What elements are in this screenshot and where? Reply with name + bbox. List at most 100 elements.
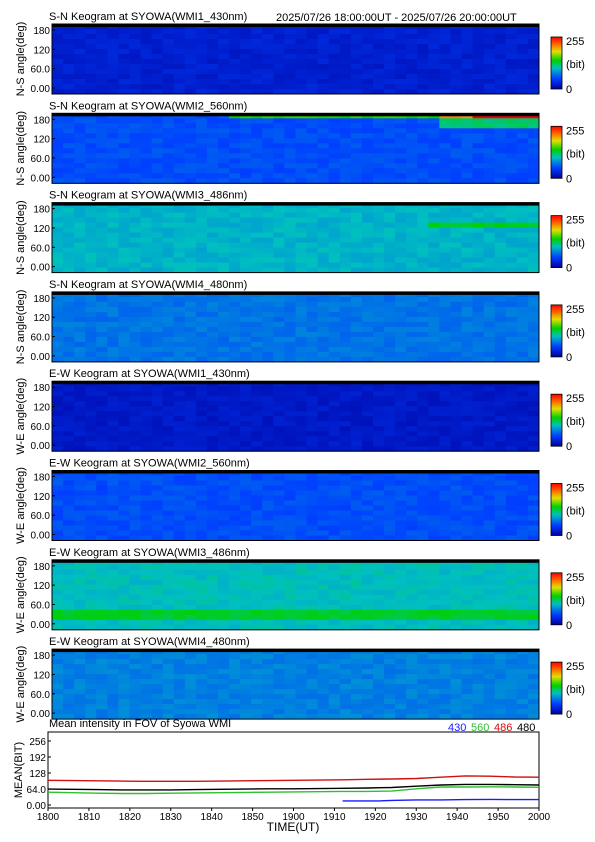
keogram-cell: [184, 346, 197, 353]
keogram-cell: [384, 341, 396, 348]
keogram-cell: [384, 39, 396, 45]
keogram-cell: [96, 679, 108, 685]
keogram-cell: [361, 138, 374, 144]
keogram-cell: [527, 296, 540, 303]
keogram-cell: [505, 500, 518, 506]
keogram-cell: [74, 689, 86, 695]
keogram-cell: [195, 252, 208, 258]
keogram-cell: [350, 599, 363, 606]
keogram-cell: [85, 391, 97, 397]
keogram-cell: [450, 599, 462, 606]
keogram-cell: [162, 138, 175, 144]
keogram-cell: [74, 29, 86, 35]
keogram-cell: [151, 589, 164, 596]
keogram-cell: [229, 143, 241, 149]
keogram-cell: [107, 212, 119, 218]
keogram-cell: [218, 699, 230, 705]
keogram-cell: [63, 237, 75, 243]
keogram-cell: [240, 44, 252, 50]
keogram-cell: [406, 406, 418, 412]
keogram-cell: [129, 396, 141, 402]
keogram-cell: [527, 138, 540, 144]
keogram-cell: [295, 426, 307, 432]
keogram-cell: [384, 599, 396, 606]
keogram-cell: [306, 490, 319, 496]
keogram-cell: [461, 247, 473, 253]
keogram-cell: [328, 168, 341, 174]
keogram-cell: [140, 564, 153, 571]
keogram-cell: [428, 495, 440, 501]
keogram-cell: [151, 262, 164, 268]
keogram-cell: [395, 510, 407, 516]
keogram-cell: [339, 391, 352, 397]
keogram-cell: [262, 311, 274, 318]
keogram-cell: [339, 674, 352, 680]
keogram-cell: [107, 396, 119, 402]
keogram-cell: [428, 689, 440, 695]
keogram-cell: [74, 426, 86, 432]
keogram-panel: S-N Keogram at SYOWA(WMI2_560nm)18012060…: [15, 100, 585, 185]
keogram-cell: [483, 416, 496, 422]
keogram-cell: [262, 222, 274, 228]
keogram-cell: [527, 267, 540, 273]
keogram-cell: [251, 624, 263, 631]
keogram-cell: [173, 207, 186, 213]
keogram-cell: [483, 356, 496, 363]
keogram-cell: [206, 416, 219, 422]
keogram-cell: [85, 579, 97, 586]
keogram-cell: [350, 79, 363, 85]
keogram-cell: [52, 217, 64, 223]
keogram-cell: [350, 714, 363, 720]
keogram-cell: [472, 123, 485, 129]
keogram-cell: [251, 525, 263, 531]
keogram-cell: [96, 79, 108, 85]
keogram-cell: [151, 64, 164, 70]
keogram-cell: [372, 569, 385, 576]
keogram-cell: [295, 153, 307, 159]
keogram-cell: [472, 589, 485, 596]
keogram-cell: [384, 247, 396, 253]
keogram-cell: [395, 694, 407, 700]
keogram-cell: [350, 158, 363, 164]
keogram-cell: [240, 669, 252, 675]
keogram-cell: [240, 168, 252, 174]
keogram-cell: [74, 614, 86, 621]
keogram-cell: [218, 123, 230, 129]
keogram-cell: [262, 242, 274, 248]
keogram-cell: [483, 490, 496, 496]
keogram-cell: [461, 515, 473, 521]
keogram-cell: [251, 29, 263, 35]
keogram-cell: [516, 262, 529, 268]
keogram-cell: [350, 391, 363, 397]
keogram-cell: [96, 306, 108, 313]
keogram-cell: [63, 148, 75, 154]
keogram-cell: [350, 659, 363, 665]
keogram-cell: [306, 584, 319, 591]
keogram-cell: [483, 301, 496, 308]
keogram-cell: [129, 619, 141, 626]
keogram-cell: [218, 252, 230, 258]
keogram-cell: [96, 599, 108, 606]
keogram-cell: [306, 118, 319, 124]
keogram-cell: [140, 391, 153, 397]
keogram-cell: [173, 569, 186, 576]
keogram-cell: [350, 267, 363, 273]
keogram-cell: [173, 232, 186, 238]
keogram-cell: [173, 525, 186, 531]
keogram-cell: [162, 694, 175, 700]
keogram-cell: [52, 64, 64, 70]
keogram-cell: [151, 446, 164, 452]
keogram-cell: [229, 495, 241, 501]
keogram-cell: [273, 311, 285, 318]
keogram-cell: [262, 123, 274, 129]
keogram-cell: [439, 301, 451, 308]
keogram-cell: [494, 386, 507, 392]
keogram-cell: [284, 480, 296, 486]
keogram-cell: [218, 296, 230, 303]
keogram-cell: [96, 148, 108, 154]
keogram-cell: [251, 237, 263, 243]
keogram-cell: [384, 356, 396, 363]
keogram-cell: [372, 564, 385, 571]
keogram-cell: [63, 569, 75, 576]
keogram-cell: [339, 475, 352, 481]
